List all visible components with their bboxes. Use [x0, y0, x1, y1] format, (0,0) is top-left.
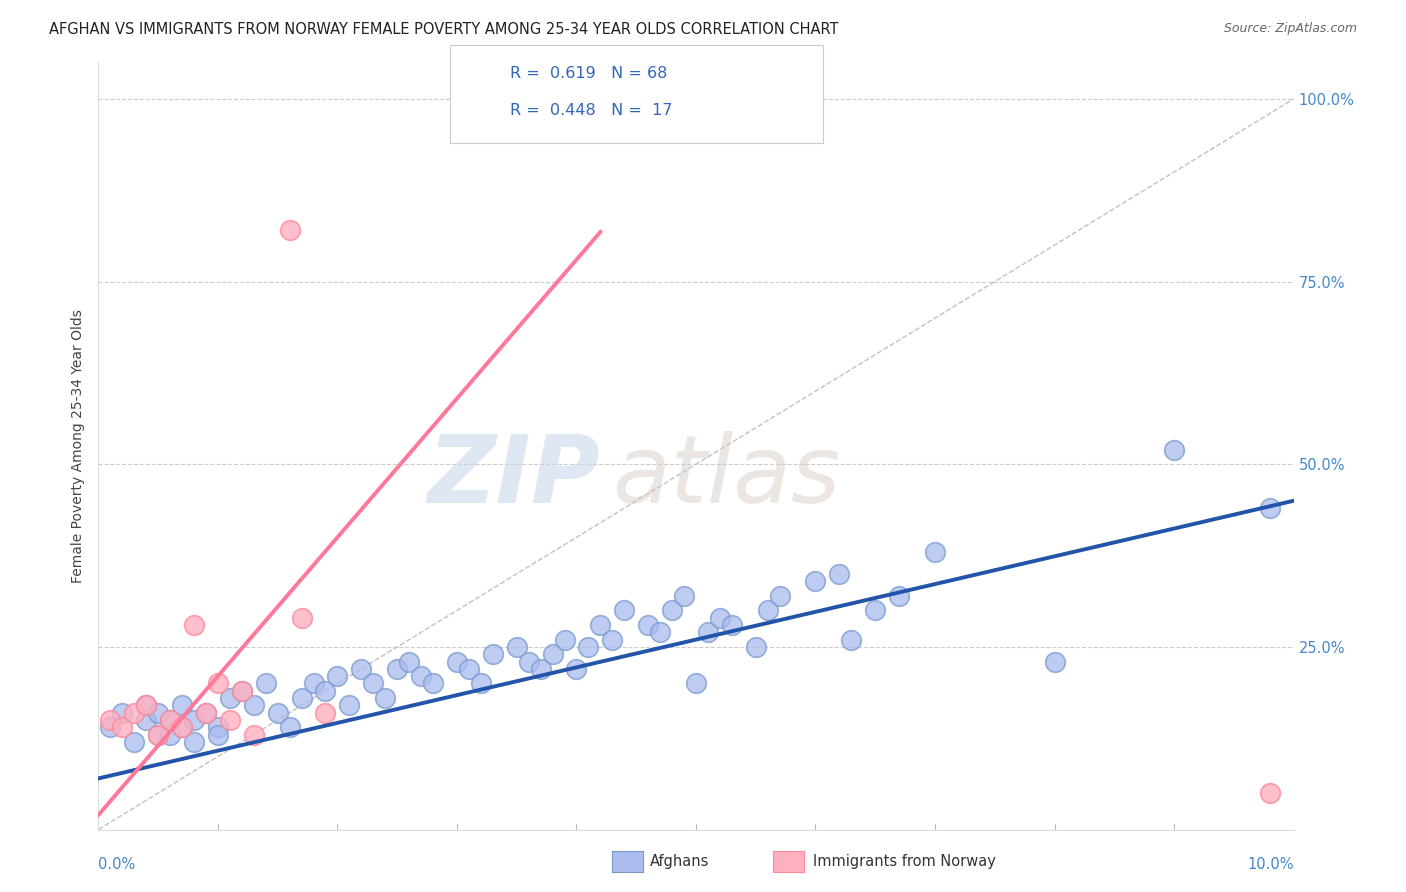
Point: [278, 720, 301, 734]
Point: [554, 632, 576, 647]
Point: [374, 691, 396, 706]
Point: [254, 676, 277, 690]
Text: Immigrants from Norway: Immigrants from Norway: [813, 855, 995, 869]
Point: [111, 720, 134, 734]
Point: [231, 683, 253, 698]
Point: [172, 720, 194, 734]
Point: [745, 640, 768, 654]
Point: [637, 618, 659, 632]
Point: [207, 676, 229, 690]
Point: [589, 618, 612, 632]
Point: [195, 706, 218, 720]
Point: [602, 632, 624, 647]
Point: [159, 713, 181, 727]
Point: [207, 720, 229, 734]
Text: R =  0.448   N =  17: R = 0.448 N = 17: [510, 103, 673, 118]
Point: [458, 662, 481, 676]
Point: [889, 589, 911, 603]
Point: [721, 618, 744, 632]
Point: [446, 655, 468, 669]
Text: 10.0%: 10.0%: [1247, 857, 1294, 872]
Point: [482, 647, 505, 661]
Point: [315, 683, 337, 698]
Point: [470, 676, 492, 690]
Point: [422, 676, 444, 690]
Point: [111, 706, 134, 720]
Text: AFGHAN VS IMMIGRANTS FROM NORWAY FEMALE POVERTY AMONG 25-34 YEAR OLDS CORRELATIO: AFGHAN VS IMMIGRANTS FROM NORWAY FEMALE …: [49, 22, 839, 37]
Point: [363, 676, 385, 690]
Point: [673, 589, 696, 603]
Point: [756, 603, 779, 617]
Point: [613, 603, 636, 617]
Point: [291, 610, 314, 624]
Point: [1258, 501, 1281, 516]
Point: [195, 706, 218, 720]
Text: ZIP: ZIP: [427, 431, 600, 523]
Point: [243, 698, 266, 713]
Point: [685, 676, 707, 690]
Point: [385, 662, 409, 676]
Text: Afghans: Afghans: [650, 855, 709, 869]
Point: [1043, 655, 1066, 669]
Point: [411, 669, 433, 683]
Point: [231, 683, 253, 698]
Point: [98, 720, 122, 734]
Point: [1258, 786, 1281, 800]
Point: [841, 632, 863, 647]
Point: [207, 728, 229, 742]
Point: [398, 655, 420, 669]
Point: [243, 728, 266, 742]
Point: [183, 618, 205, 632]
Point: [302, 676, 325, 690]
Point: [339, 698, 361, 713]
Point: [172, 698, 194, 713]
Point: [1163, 442, 1185, 457]
Text: atlas: atlas: [613, 431, 841, 522]
Point: [291, 691, 314, 706]
Point: [530, 662, 553, 676]
Point: [828, 566, 851, 581]
Point: [219, 713, 242, 727]
Point: [135, 713, 157, 727]
Point: [578, 640, 600, 654]
Point: [865, 603, 887, 617]
Point: [98, 713, 122, 727]
Point: [183, 713, 205, 727]
Point: [661, 603, 683, 617]
Point: [278, 223, 301, 237]
Point: [135, 698, 157, 713]
Point: [697, 625, 720, 640]
Point: [565, 662, 588, 676]
Point: [124, 735, 146, 749]
Text: 0.0%: 0.0%: [98, 857, 135, 872]
Point: [219, 691, 242, 706]
Point: [506, 640, 529, 654]
Point: [183, 735, 205, 749]
Point: [135, 698, 157, 713]
Text: R =  0.619   N = 68: R = 0.619 N = 68: [510, 66, 668, 80]
Point: [650, 625, 672, 640]
Point: [769, 589, 792, 603]
Y-axis label: Female Poverty Among 25-34 Year Olds: Female Poverty Among 25-34 Year Olds: [72, 309, 86, 583]
Point: [350, 662, 373, 676]
Point: [924, 545, 946, 559]
Point: [709, 610, 731, 624]
Point: [124, 706, 146, 720]
Point: [159, 728, 181, 742]
Point: [159, 713, 181, 727]
Point: [804, 574, 827, 589]
Point: [148, 728, 170, 742]
Point: [148, 728, 170, 742]
Point: [267, 706, 290, 720]
Text: Source: ZipAtlas.com: Source: ZipAtlas.com: [1223, 22, 1357, 36]
Point: [517, 655, 540, 669]
Point: [315, 706, 337, 720]
Point: [541, 647, 564, 661]
Point: [172, 720, 194, 734]
Point: [326, 669, 349, 683]
Point: [148, 706, 170, 720]
